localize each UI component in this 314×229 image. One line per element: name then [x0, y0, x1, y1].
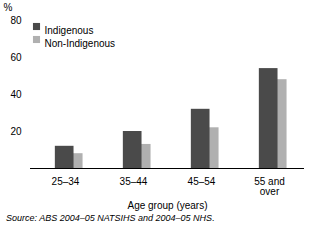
svg-text:45–54: 45–54	[188, 176, 216, 187]
svg-text:40: 40	[10, 89, 22, 100]
svg-text:%: %	[4, 2, 13, 13]
svg-text:35–44: 35–44	[120, 176, 148, 187]
svg-text:60: 60	[10, 52, 22, 63]
svg-text:Non-Indigenous: Non-Indigenous	[45, 38, 116, 49]
svg-text:20: 20	[10, 126, 22, 137]
svg-text:80: 80	[10, 15, 22, 26]
svg-text:Age group (years): Age group (years)	[127, 200, 207, 211]
svg-text:Indigenous: Indigenous	[45, 25, 94, 36]
svg-text:25–34: 25–34	[52, 176, 80, 187]
html-text:Source: ABS 2004–05 NATSIHS an: Source: ABS 2004–05 NATSIHS and 2004–05 …	[6, 213, 215, 223]
svg-text:55 andover: 55 andover	[254, 176, 285, 197]
